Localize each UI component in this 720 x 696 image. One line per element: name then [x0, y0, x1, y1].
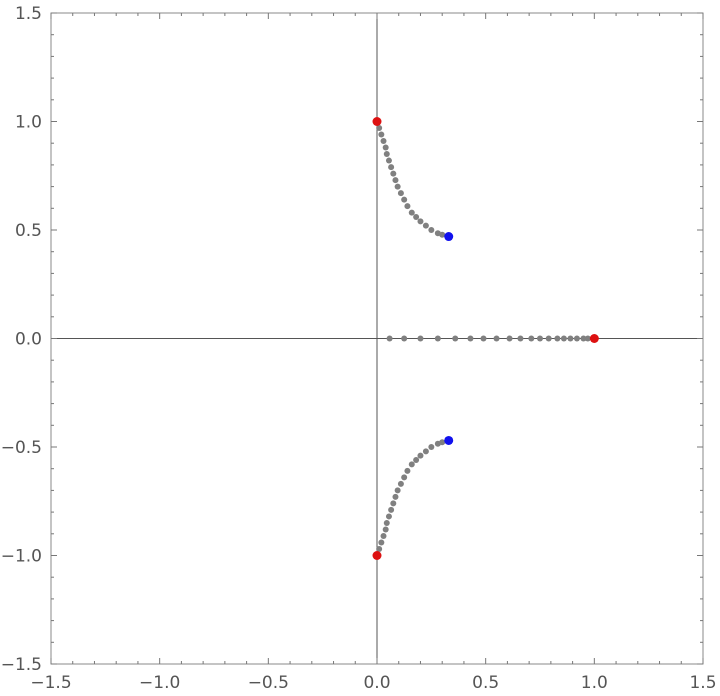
locus-point	[554, 335, 561, 342]
start-point	[372, 117, 382, 126]
locus-point	[404, 467, 411, 474]
x-tick-label: 0.0	[363, 673, 390, 693]
locus-point	[378, 131, 385, 138]
locus-point	[439, 231, 446, 238]
locus-point	[452, 335, 459, 342]
y-tick-label: 0.0	[15, 330, 42, 350]
x-tick-label: −1.5	[30, 673, 71, 693]
locus-point	[439, 439, 446, 446]
locus-point	[580, 335, 587, 342]
locus-point	[386, 335, 393, 342]
y-tick-label: 1.5	[15, 4, 42, 24]
y-tick-label: −1.5	[1, 655, 42, 675]
locus-point	[392, 493, 399, 500]
locus-point	[382, 526, 389, 533]
x-tick-label: −1.0	[139, 673, 180, 693]
locus-point	[528, 335, 535, 342]
locus-point	[408, 461, 415, 468]
end-point	[444, 232, 454, 242]
locus-point	[545, 335, 552, 342]
locus-point	[408, 209, 415, 216]
locus-point	[388, 164, 395, 171]
locus-point	[417, 452, 424, 459]
locus-point	[401, 335, 408, 342]
locus-point	[434, 335, 441, 342]
locus-point	[390, 500, 397, 507]
locus-point	[480, 335, 487, 342]
locus-point	[394, 183, 401, 190]
y-tick-label: −1.0	[1, 547, 42, 567]
locus-point	[567, 335, 574, 342]
locus-point	[394, 487, 401, 494]
data-points	[372, 117, 599, 560]
locus-point	[517, 335, 524, 342]
locus-point	[401, 196, 408, 203]
locus-point	[417, 218, 424, 225]
locus-point	[573, 335, 580, 342]
locus-point	[506, 335, 513, 342]
locus-point	[413, 213, 420, 220]
x-tick-label: 1.0	[581, 673, 608, 693]
locus-point	[560, 335, 567, 342]
y-tick-label: 0.5	[15, 221, 42, 241]
y-tick-label: −0.5	[1, 438, 42, 458]
locus-point	[378, 539, 385, 546]
locus-point	[584, 335, 591, 342]
locus-point	[380, 138, 387, 145]
locus-point	[401, 474, 408, 481]
locus-point	[388, 506, 395, 513]
locus-point	[390, 170, 397, 177]
start-point	[372, 551, 382, 560]
locus-point	[537, 335, 543, 342]
locus-point	[428, 444, 435, 450]
y-tick-label: 1.0	[15, 113, 42, 133]
end-point	[444, 435, 454, 445]
locus-point	[383, 519, 390, 526]
locus-point	[385, 157, 392, 164]
locus-point	[380, 532, 387, 539]
start-point	[589, 334, 599, 343]
locus-point	[422, 448, 429, 455]
x-tick-labels: −1.5 −1.0 −0.5 0.0 0.5 1.0 1.5	[30, 673, 716, 693]
locus-point	[413, 457, 420, 464]
locus-point	[385, 513, 392, 520]
x-tick-label: 0.5	[472, 673, 499, 693]
locus-point	[493, 335, 500, 342]
y-tick-labels: 1.5 1.0 0.5 0.0 −0.5 −1.0 −1.5	[1, 4, 42, 675]
locus-point	[376, 125, 383, 132]
locus-point	[376, 545, 383, 552]
locus-point	[397, 480, 404, 487]
locus-point	[383, 151, 390, 158]
x-tick-label: −0.5	[248, 673, 289, 693]
locus-point	[417, 335, 424, 342]
locus-point	[428, 227, 435, 233]
x-tick-label: 1.5	[689, 673, 716, 693]
locus-point	[467, 335, 474, 342]
ticks-group	[50, 12, 704, 665]
locus-point	[397, 190, 404, 197]
locus-point	[392, 177, 399, 184]
locus-point	[382, 144, 389, 151]
locus-point	[422, 222, 429, 229]
locus-point	[404, 203, 411, 210]
